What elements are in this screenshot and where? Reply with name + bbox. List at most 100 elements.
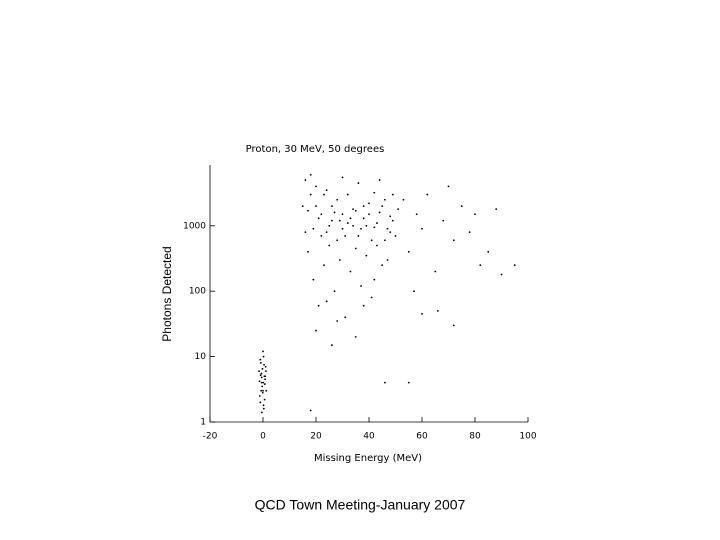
point: [263, 363, 265, 366]
point: [323, 264, 325, 267]
point: [389, 215, 392, 218]
point: [328, 244, 331, 247]
point: [368, 213, 370, 216]
point: [315, 329, 317, 332]
point: [354, 336, 357, 338]
point: [320, 235, 323, 237]
point: [386, 259, 389, 261]
point: [325, 189, 328, 192]
point: [447, 185, 450, 188]
point: [304, 179, 307, 181]
point: [301, 205, 304, 207]
point: [384, 381, 386, 384]
point: [312, 278, 315, 281]
point: [349, 270, 352, 273]
point: [309, 409, 312, 412]
point: [354, 247, 357, 250]
point: [373, 226, 376, 229]
point: [362, 217, 365, 220]
point: [373, 191, 376, 194]
point: [479, 264, 482, 267]
chart-title: Proton, 30 MeV, 50 degrees: [246, 144, 385, 155]
point: [338, 219, 341, 222]
y-tick-label: 1000: [183, 221, 206, 231]
x-axis-label: Missing Energy (MeV): [314, 453, 422, 464]
point: [317, 304, 320, 307]
point: [262, 381, 265, 384]
point: [362, 205, 365, 207]
point: [263, 383, 266, 385]
footer: QCD Town Meeting-January 2007: [255, 497, 466, 513]
point: [384, 198, 386, 201]
point: [487, 250, 490, 253]
point: [376, 244, 378, 247]
point: [259, 358, 262, 361]
point: [442, 219, 445, 222]
point: [468, 231, 471, 234]
point: [421, 312, 423, 315]
point: [262, 404, 265, 407]
point: [357, 235, 360, 237]
point: [259, 401, 262, 404]
point: [315, 205, 317, 207]
point: [402, 198, 405, 201]
point: [333, 290, 336, 293]
point: [341, 176, 344, 179]
point: [261, 411, 263, 414]
point: [262, 350, 264, 353]
point: [360, 285, 362, 287]
point: [264, 375, 267, 378]
point: [325, 231, 328, 234]
point: [365, 254, 368, 257]
point: [344, 316, 347, 319]
point: [260, 381, 263, 384]
point: [360, 227, 362, 230]
point: [352, 224, 354, 227]
point: [331, 205, 333, 207]
point: [452, 239, 455, 242]
point: [336, 320, 339, 322]
y-tick-label: 100: [189, 287, 206, 297]
point: [381, 205, 384, 207]
point: [452, 324, 455, 327]
point: [368, 202, 370, 205]
point: [262, 389, 264, 392]
point: [259, 362, 262, 364]
point: [397, 208, 400, 210]
point: [341, 213, 344, 216]
point: [261, 391, 264, 394]
point: [421, 227, 423, 230]
point: [386, 227, 389, 230]
point: [331, 344, 333, 346]
point: [415, 213, 418, 216]
x-tick-label: 60: [416, 432, 428, 442]
point: [373, 278, 376, 281]
point: [262, 407, 265, 410]
point: [426, 193, 429, 196]
x-tick-label: -20: [203, 432, 218, 442]
point: [362, 304, 365, 307]
point: [312, 227, 315, 230]
y-tick-label: 10: [195, 352, 207, 362]
point: [304, 231, 307, 234]
point: [265, 370, 267, 373]
point: [258, 380, 261, 383]
point: [407, 381, 410, 384]
point: [434, 270, 437, 273]
point: [264, 378, 267, 381]
point: [317, 217, 320, 220]
point: [394, 235, 397, 237]
point: [260, 376, 263, 379]
point: [261, 385, 264, 388]
point: [341, 227, 344, 230]
point: [323, 193, 325, 196]
point: [265, 389, 268, 392]
x-tick-label: 80: [469, 432, 481, 442]
x-tick-label: 100: [519, 432, 536, 442]
point: [460, 205, 463, 207]
point: [378, 179, 381, 181]
point: [260, 372, 263, 375]
point: [309, 193, 312, 196]
point: [357, 182, 360, 184]
point: [378, 211, 381, 214]
